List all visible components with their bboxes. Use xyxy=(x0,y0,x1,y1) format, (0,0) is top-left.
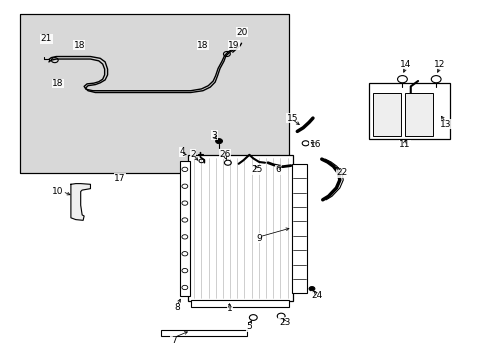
Bar xyxy=(190,300,288,307)
Text: 1: 1 xyxy=(226,305,232,313)
Text: 14: 14 xyxy=(399,60,411,69)
Text: 18: 18 xyxy=(73,40,85,49)
Text: 18: 18 xyxy=(197,40,208,49)
Bar xyxy=(180,161,189,296)
Bar xyxy=(161,330,246,336)
Text: 8: 8 xyxy=(174,303,180,312)
Text: 22: 22 xyxy=(336,168,347,177)
Bar xyxy=(20,14,288,173)
Text: 15: 15 xyxy=(286,113,298,122)
Text: 12: 12 xyxy=(433,60,445,69)
Text: 23: 23 xyxy=(278,318,290,327)
Text: 13: 13 xyxy=(439,120,451,129)
Circle shape xyxy=(215,139,222,144)
Text: 9: 9 xyxy=(256,234,262,243)
Text: 4: 4 xyxy=(179,148,184,156)
Text: 16: 16 xyxy=(309,140,321,149)
Bar xyxy=(404,93,432,136)
Bar xyxy=(372,93,400,136)
Text: 6: 6 xyxy=(275,165,281,174)
Text: 26: 26 xyxy=(219,150,230,158)
Text: 5: 5 xyxy=(246,323,252,331)
Text: 24: 24 xyxy=(310,292,322,300)
Text: 3: 3 xyxy=(211,130,217,139)
Text: 18: 18 xyxy=(52,79,63,88)
Text: 2: 2 xyxy=(190,150,196,158)
Text: 20: 20 xyxy=(236,28,247,37)
Bar xyxy=(20,14,288,173)
Text: 17: 17 xyxy=(114,174,125,183)
Text: 7: 7 xyxy=(170,336,176,345)
Polygon shape xyxy=(71,184,90,220)
Text: 19: 19 xyxy=(227,40,239,49)
Text: 10: 10 xyxy=(52,187,63,196)
Bar xyxy=(188,155,293,301)
Text: 11: 11 xyxy=(398,140,410,149)
Bar xyxy=(292,164,306,293)
Bar xyxy=(368,83,449,139)
Circle shape xyxy=(308,287,314,291)
Text: 21: 21 xyxy=(41,34,52,43)
Text: 25: 25 xyxy=(250,165,262,174)
